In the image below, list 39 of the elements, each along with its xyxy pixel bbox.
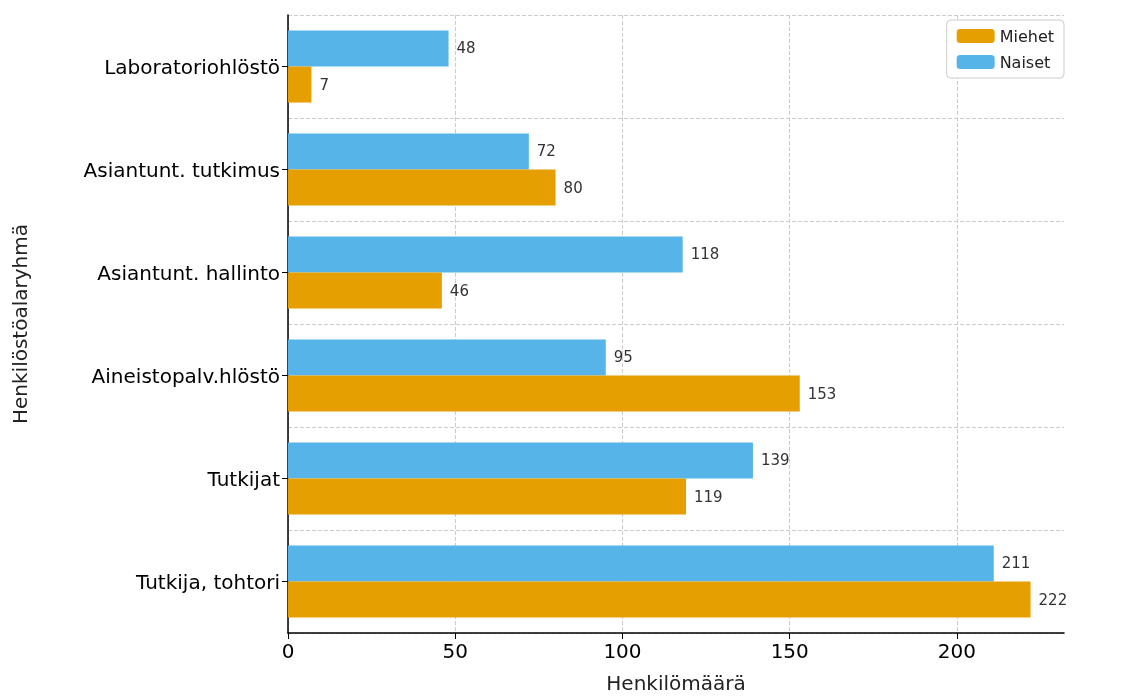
x-tick-label: 0 — [281, 639, 295, 663]
bar — [288, 581, 1031, 618]
data-label: 46 — [449, 281, 469, 300]
y-axis-title: Henkilöstöalaryhmä — [8, 224, 32, 424]
y-tick-label: Tutkijat — [206, 466, 281, 491]
data-label: 95 — [613, 348, 633, 367]
bar — [288, 30, 449, 67]
bar — [288, 66, 312, 103]
data-label: 80 — [563, 178, 583, 197]
data-label: 48 — [456, 39, 476, 58]
x-tick-label: 150 — [770, 639, 809, 663]
bar — [288, 478, 687, 515]
y-tick-label: Tutkija, tohtori — [135, 569, 280, 594]
y-tick-label: Aineistopalv.hlöstö — [91, 363, 280, 388]
legend-label: Naiset — [999, 52, 1051, 72]
x-axis-title: Henkilömäärä — [606, 671, 746, 695]
bar — [288, 442, 753, 479]
data-label: 7 — [319, 75, 329, 94]
data-label: 118 — [690, 245, 720, 264]
y-tick-label: Asiantunt. tutkimus — [83, 157, 280, 182]
data-label: 153 — [807, 384, 837, 403]
y-tick-label: Laboratoriohlöstö — [104, 54, 280, 79]
bar — [288, 236, 683, 273]
bar — [288, 169, 556, 206]
x-tick-label: 200 — [937, 639, 977, 663]
bar — [288, 272, 442, 309]
bar — [288, 375, 800, 412]
data-label: 139 — [760, 451, 790, 470]
data-label: 222 — [1038, 590, 1068, 609]
data-label: 119 — [694, 487, 723, 506]
bar — [288, 339, 606, 376]
x-tick-label: 50 — [442, 639, 468, 663]
data-label: 211 — [1001, 554, 1031, 573]
x-tick-label: 100 — [603, 639, 642, 663]
bar — [288, 133, 529, 170]
bar — [288, 545, 994, 582]
y-tick-label: Asiantunt. hallinto — [97, 260, 280, 285]
legend-label: Miehet — [999, 26, 1055, 46]
data-label: 72 — [536, 142, 556, 161]
